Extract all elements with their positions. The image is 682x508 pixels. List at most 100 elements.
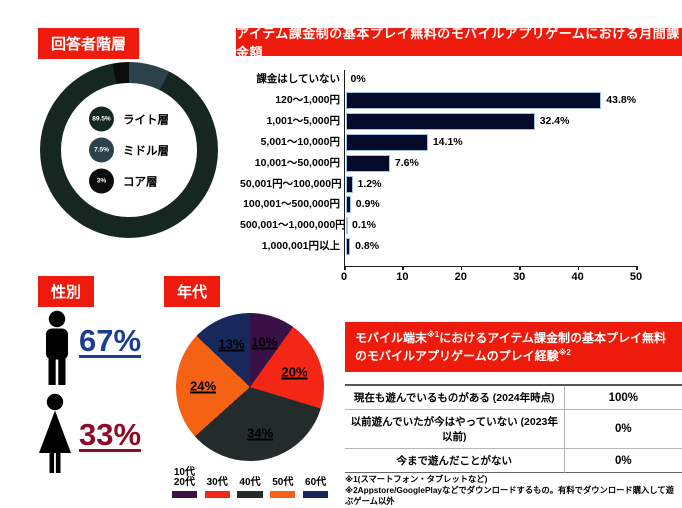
monthly-spend-title-banner: アイテム課金制の基本プレイ無料のモバイルアプリゲームにおける月間課金額 — [236, 26, 682, 60]
tier-label: ライト層 — [123, 114, 169, 126]
age-title: 年代 — [164, 276, 221, 307]
age-legend-label: 50代 — [272, 477, 294, 489]
play-experience-table: 現在も遊んでいるものがある (2024年時点) 100% 以前遊んでいたが今はやって… — [345, 384, 682, 473]
bar-category-label: 120〜1,000円 — [275, 93, 340, 106]
bar — [345, 154, 390, 172]
bar — [345, 175, 353, 193]
footnote-line: ※1(スマートフォン・タブレットなど) — [345, 474, 488, 484]
x-tick — [636, 266, 638, 270]
bar-category-label: 1,001〜5,000円 — [266, 114, 340, 127]
female-percentage: 33% — [79, 417, 142, 452]
bar — [345, 91, 602, 109]
age-legend-item: 30代 — [203, 477, 232, 498]
pie-slice-label: 34% — [247, 425, 274, 441]
age-legend-item: 50代 — [268, 477, 297, 498]
x-tick-label: 40 — [571, 271, 584, 283]
female-pictogram-icon — [39, 393, 71, 473]
bar-value-label: 0.8% — [355, 240, 380, 253]
x-tick-label: 10 — [396, 271, 409, 283]
row-value-cell: 0% — [564, 409, 682, 449]
age-legend-item: 10代 20代 — [170, 467, 199, 498]
tier-value-bubble: 7.5% — [89, 137, 114, 163]
age-legend-swatch — [171, 490, 198, 498]
row-label-cell: 以前遊んでいたが今はやっていない (2023年以前) — [345, 409, 565, 449]
gender-title-text: 性別 — [51, 284, 82, 301]
age-legend-label: 40代 — [239, 477, 261, 489]
age-pie-chart: 10% 20% 34% 24% 13% 10代 20代 30代 40代 50代 60代 — [170, 308, 330, 500]
pie-circle — [176, 313, 324, 461]
footnotes: ※1(スマートフォン・タブレットなど) ※2Appstore/GooglePlay… — [345, 474, 682, 508]
respondent-tier-title: 回答者階層 — [38, 28, 140, 59]
x-tick — [402, 266, 404, 270]
bar-value-label: 0.1% — [352, 219, 376, 232]
respondent-tier-donut-chart: 89.5% ライト層 7.5% ミドル層 3% コア層 — [40, 62, 218, 238]
bar-value-label: 0% — [350, 73, 366, 85]
experience-title-part2: におけるアイテム課金制の基本プレイ無料のモバイルアプリゲームのプレイ経験 — [355, 331, 667, 363]
respondent-tier-title-text: 回答者階層 — [51, 36, 127, 53]
pie-slice-label: 13% — [218, 336, 245, 352]
bar-chart-plot-area — [344, 70, 637, 267]
bar — [345, 112, 535, 130]
monthly-spend-bar-chart: 課金はしていない 0% 120〜1,000円 43.8% 1,001〜5,000円 32.… — [240, 62, 682, 302]
age-legend-swatch — [270, 490, 296, 498]
tier-legend-row: 89.5% ライト層 — [89, 106, 169, 132]
bar — [345, 196, 351, 214]
row-label-cell: 現在も遊んでいるものがある (2024年時点) — [345, 385, 565, 410]
table-row: 以前遊んでいたが今はやっていない (2023年以前) 0% — [345, 409, 682, 449]
tier-value-bubble: 89.5% — [89, 106, 114, 132]
row-value-cell: 100% — [564, 385, 682, 410]
bar-value-label: 14.1% — [432, 135, 463, 148]
bar-value-label: 1.2% — [357, 177, 382, 190]
bar-category-label: 5,001〜10,000円 — [260, 135, 340, 148]
tier-legend-row: 7.5% ミドル層 — [89, 137, 169, 163]
table-row: 今まで遊んだことがない 0% — [345, 448, 682, 473]
pie-slice-label: 24% — [189, 378, 217, 394]
age-legend-swatch — [237, 490, 263, 498]
tier-legend: 89.5% ライト層 7.5% ミドル層 3% コア層 — [89, 106, 169, 194]
bar-value-label: 32.4% — [539, 114, 570, 127]
experience-title-part1: モバイル端末 — [355, 331, 428, 345]
footnote-line: ※2Appstore/GooglePlayなどでダウンロードするもの。有料でダウ… — [345, 485, 674, 507]
tier-legend-row: 3% コア層 — [89, 168, 169, 194]
age-legend-item: 40代 — [236, 477, 265, 498]
tier-label: コア層 — [123, 176, 158, 188]
bar-category-label: 10,001〜50,000円 — [254, 156, 340, 169]
experience-title-sup2: ※2 — [558, 348, 571, 357]
x-tick-label: 0 — [340, 271, 348, 283]
x-tick — [519, 266, 521, 270]
monthly-spend-title-text: アイテム課金制の基本プレイ無料のモバイルアプリゲームにおける月間課金額 — [236, 26, 680, 60]
pie-slice-label: 10% — [251, 334, 278, 350]
bar-category-label: 100,001〜500,000円 — [243, 198, 340, 211]
bar-value-label: 43.8% — [606, 93, 637, 106]
row-value-cell: 0% — [614, 454, 632, 467]
age-legend-label: 60代 — [305, 477, 327, 489]
x-tick — [577, 266, 580, 270]
bar — [345, 133, 428, 151]
age-legend-swatch — [302, 490, 329, 498]
gender-title: 性別 — [38, 276, 95, 307]
x-tick — [460, 266, 463, 270]
x-tick — [344, 266, 346, 270]
bar-category-label: 課金はしていない — [256, 73, 340, 85]
experience-title-sup1: ※1 — [427, 330, 440, 339]
tier-label: ミドル層 — [123, 145, 169, 157]
bar-category-label: 50,001円〜100,000円 — [240, 177, 342, 190]
experience-table: 現在も遊んでいるものがある (2024年時点) 100% 以前遊んでいたが今はやって… — [345, 384, 682, 473]
bar — [345, 217, 348, 235]
age-legend-label: 10代 20代 — [173, 467, 195, 489]
play-experience-title-banner: モバイル端末※1におけるアイテム課金制の基本プレイ無料のモバイルアプリゲームのプ… — [345, 322, 682, 372]
bar — [345, 238, 351, 256]
x-tick-label: 30 — [513, 271, 526, 283]
age-legend-item: 60代 — [301, 477, 330, 498]
age-legend-label: 30代 — [206, 477, 228, 489]
donut-hole — [61, 83, 197, 217]
age-title-text: 年代 — [177, 284, 208, 301]
bar-category-label: 500,001〜1,000,000円 — [240, 219, 346, 232]
table-row: 現在も遊んでいるものがある (2024年時点) 100% — [345, 385, 682, 410]
x-tick-label: 50 — [629, 271, 643, 283]
tier-value-bubble: 3% — [89, 168, 114, 194]
age-legend: 10代 20代 30代 40代 50代 60代 — [170, 467, 330, 498]
row-label-cell: 今まで遊んだことがない — [345, 448, 565, 473]
x-tick-label: 20 — [454, 271, 467, 283]
age-legend-swatch — [204, 490, 230, 498]
